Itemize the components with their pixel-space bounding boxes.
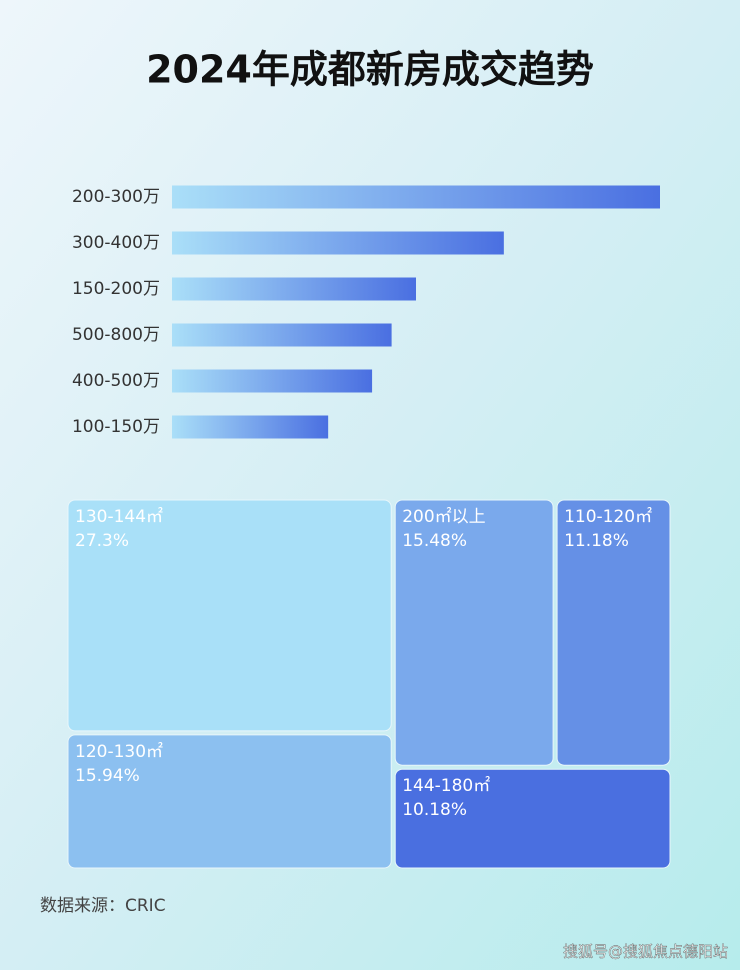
- category-label: 200-300万: [72, 187, 160, 207]
- cell-label: 200㎡以上: [402, 507, 485, 527]
- category-label: 300-400万: [72, 233, 160, 253]
- treemap-cell: [394, 499, 554, 766]
- cell-value: 27.3%: [75, 531, 129, 551]
- category-label: 150-200万: [72, 279, 160, 299]
- page-title: 2024年成都新房成交趋势: [146, 48, 594, 92]
- cell-value: 10.18%: [402, 800, 467, 820]
- bar: [172, 415, 329, 439]
- cell-label: 110-120㎡: [564, 507, 652, 527]
- bar: [172, 277, 416, 301]
- bar: [172, 231, 504, 255]
- treemap-cell: [67, 499, 392, 732]
- cell-value: 15.48%: [402, 531, 467, 551]
- bar: [172, 323, 392, 347]
- cell-label: 144-180㎡: [402, 776, 490, 796]
- treemap-cell: [556, 499, 671, 766]
- source: 数据来源：CRIC: [40, 896, 166, 916]
- cell-label: 130-144㎡: [75, 507, 163, 527]
- category-label: 400-500万: [72, 371, 160, 391]
- treemap-cell: [394, 768, 671, 869]
- watermark: 搜狐号@搜狐焦点德阳站: [563, 943, 728, 961]
- cell-value: 15.94%: [75, 766, 140, 786]
- category-label: 100-150万: [72, 417, 160, 437]
- category-label: 500-800万: [72, 325, 160, 345]
- bar: [172, 369, 373, 393]
- cell-value: 11.18%: [564, 531, 629, 551]
- treemap-cell: [67, 734, 392, 869]
- bar: [172, 185, 660, 209]
- cell-label: 120-130㎡: [75, 742, 163, 762]
